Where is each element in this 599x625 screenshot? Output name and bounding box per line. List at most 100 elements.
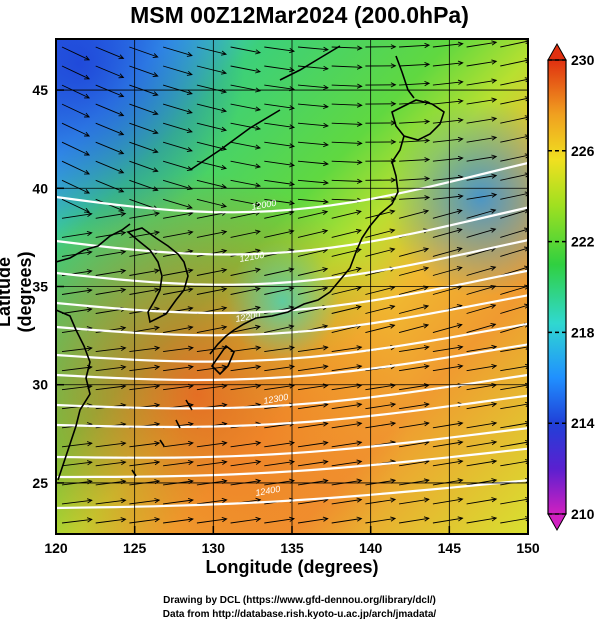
- wind-arrow-head: [187, 287, 194, 293]
- wind-streamline: [297, 141, 328, 146]
- wind-streamline: [230, 518, 261, 524]
- x-tick-label: 125: [123, 540, 147, 556]
- wind-arrow-head: [457, 60, 464, 66]
- wind-arrow-head: [323, 103, 329, 110]
- wind-streamline: [500, 384, 528, 391]
- wind-arrow-head: [120, 364, 127, 371]
- wind-streamline: [466, 117, 497, 124]
- wind-arrow-head: [221, 248, 228, 254]
- wind-streamline: [466, 346, 497, 353]
- wind-arrow-head: [322, 478, 329, 484]
- wind-arrow-head: [322, 383, 329, 389]
- wind-streamline: [466, 498, 497, 505]
- wind-streamline: [466, 479, 497, 486]
- wind-streamline: [399, 178, 430, 181]
- wind-arrow-head: [187, 517, 194, 523]
- wind-streamline: [331, 325, 362, 334]
- x-axis: 120 125 130 135 140 145 150: [44, 526, 540, 556]
- wind-arrow-head: [356, 345, 363, 351]
- wind-arrow-head: [186, 51, 193, 57]
- wind-arrow-head: [389, 304, 396, 310]
- wind-arrow-head: [491, 459, 498, 465]
- wind-arrow-head: [390, 82, 397, 88]
- y-axis-label: Latitude (degrees): [0, 251, 35, 333]
- wind-arrow-head: [457, 155, 464, 161]
- wind-streamline: [264, 442, 295, 448]
- wind-arrow-head: [186, 128, 193, 134]
- wind-streamline: [399, 460, 429, 467]
- wind-streamline: [61, 308, 92, 314]
- wind-streamline: [399, 403, 429, 410]
- wind-streamline: [466, 304, 496, 314]
- wind-arrow-head: [457, 344, 464, 351]
- wind-arrow-head: [254, 229, 261, 235]
- wind-arrow-head: [86, 307, 93, 313]
- wind-streamline: [264, 46, 295, 52]
- wind-arrow-head: [84, 169, 91, 175]
- colorbar-tick-label: 218: [571, 324, 595, 340]
- x-tick-label: 120: [44, 540, 68, 556]
- coastlines: [56, 45, 445, 481]
- wind-arrow-head: [491, 497, 498, 503]
- wind-arrow-head: [152, 53, 159, 59]
- wind-arrow-head: [390, 44, 397, 50]
- wind-arrow-head: [120, 441, 127, 447]
- wind-streamline: [61, 103, 90, 118]
- wind-streamline: [466, 384, 497, 391]
- wind-arrow-head: [86, 249, 93, 256]
- wind-streamline: [500, 441, 528, 448]
- wind-arrow-head: [390, 516, 397, 522]
- wind-streamline: [163, 212, 193, 219]
- wind-streamline: [61, 385, 92, 391]
- wind-arrow-head: [289, 364, 296, 370]
- wind-streamline: [264, 230, 294, 238]
- wind-streamline: [432, 247, 462, 257]
- wind-arrow-head: [221, 516, 228, 523]
- wind-streamline: [196, 326, 227, 334]
- wind-arrow-head: [255, 345, 262, 351]
- wind-streamline: [230, 347, 261, 353]
- wind-arrow-head: [288, 324, 295, 330]
- wind-arrow-head: [457, 440, 464, 446]
- wind-arrow-head: [152, 148, 159, 154]
- wind-arrow-head: [221, 325, 228, 331]
- wind-arrow-head: [86, 498, 93, 504]
- wind-streamline: [331, 365, 362, 372]
- wind-arrow-head: [289, 181, 296, 187]
- wind-arrow-head: [424, 42, 431, 49]
- wind-streamline: [61, 179, 90, 194]
- y-tick-label: 30: [32, 377, 48, 393]
- wind-streamline: [129, 103, 158, 115]
- wind-streamline: [95, 289, 126, 295]
- contour-label: 12300: [263, 392, 289, 406]
- wind-streamline: [264, 84, 295, 90]
- wind-arrow-head: [491, 173, 498, 179]
- wind-streamline: [264, 103, 295, 109]
- wind-streamline: [466, 136, 497, 143]
- wind-streamline: [432, 479, 463, 486]
- wind-streamline: [297, 179, 328, 184]
- colorbar-tick-label: 226: [571, 143, 595, 159]
- wind-streamline: [61, 84, 90, 99]
- wind-streamline: [365, 229, 395, 238]
- wind-streamline: [95, 518, 126, 524]
- wind-arrow-head: [456, 323, 463, 329]
- wind-arrow-head: [289, 67, 296, 73]
- wind-streamline: [331, 518, 362, 524]
- wind-streamline: [331, 306, 362, 314]
- wind-arrow-head: [457, 117, 464, 123]
- x-tick-label: 135: [280, 540, 304, 556]
- wind-streamline: [264, 160, 295, 166]
- wind-arrow-head: [154, 325, 161, 331]
- wind-arrow-head: [323, 161, 329, 167]
- wind-streamline: [466, 247, 496, 257]
- wind-arrow-head: [457, 478, 464, 484]
- wind-streamline: [95, 103, 124, 117]
- wind-arrow-head: [491, 40, 498, 46]
- wind-arrow-head: [389, 209, 396, 215]
- wind-streamline: [297, 384, 328, 391]
- wind-streamline: [264, 325, 294, 334]
- wind-arrow-head: [255, 163, 262, 169]
- wind-streamline: [230, 179, 261, 187]
